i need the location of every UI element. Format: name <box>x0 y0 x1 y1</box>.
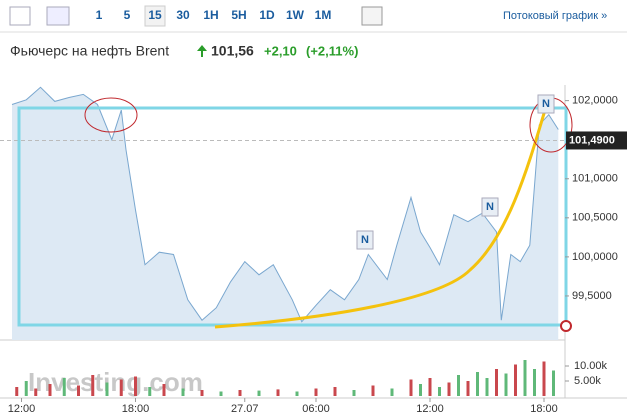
volume-bar <box>523 360 527 396</box>
plot <box>0 86 565 340</box>
selected-interval <box>144 5 166 27</box>
x-tick-label: 18:00 <box>122 403 150 415</box>
volume-bar <box>148 387 152 396</box>
interval-button[interactable]: 5 <box>124 8 131 22</box>
volume-bar <box>181 388 185 396</box>
news-marker <box>537 94 555 114</box>
volume-bar <box>91 375 95 396</box>
volume-bar <box>419 384 422 396</box>
x-tick-label: 12:00 <box>8 403 36 415</box>
volume-bar <box>552 370 555 396</box>
price-area <box>12 87 559 340</box>
y-tick-label: 100,5000 <box>572 212 618 224</box>
volume-bar <box>314 388 318 396</box>
volume-bar <box>428 378 432 396</box>
volume-bar <box>390 388 394 396</box>
volume-bar <box>257 390 261 396</box>
interval-button[interactable]: 1M <box>315 8 332 22</box>
volume-bar <box>119 379 123 396</box>
y-tick-label: 102,0000 <box>572 95 618 107</box>
volume-bar <box>77 385 80 396</box>
volume-bar <box>371 385 375 396</box>
change: +2,10 <box>264 43 297 58</box>
volume-bar <box>162 384 166 396</box>
volume-bar <box>295 391 299 396</box>
annotation-rect <box>17 106 568 327</box>
news-marker-label: N <box>361 234 369 246</box>
y-tick-label: 5.00k <box>574 375 601 387</box>
watermark: Investing.com <box>28 367 203 397</box>
price: 101,56 <box>211 43 254 59</box>
volume-bar <box>24 381 28 396</box>
volume-bar <box>542 361 546 396</box>
news-marker-label: N <box>486 201 494 213</box>
volume-bar <box>48 384 52 396</box>
volume-bar <box>533 369 536 396</box>
news-marker <box>356 230 374 250</box>
last-value-box <box>566 131 627 150</box>
y-tick-label: 100,0000 <box>572 251 618 263</box>
area-icon[interactable] <box>46 6 70 26</box>
circle-annotation <box>560 320 572 332</box>
interval-button[interactable]: 30 <box>176 8 190 22</box>
instrument-name: Фьючерс на нефть Brent <box>10 43 169 59</box>
candle-icon[interactable] <box>9 6 31 26</box>
volume-bar <box>485 378 489 396</box>
up-arrow <box>197 45 207 57</box>
volume-bar <box>476 372 479 396</box>
volume-bar <box>457 375 460 396</box>
volume-bar <box>200 390 204 396</box>
y-tick-label: 101,0000 <box>572 173 618 185</box>
volume-bar <box>105 382 109 396</box>
volume-bar <box>276 389 280 396</box>
x-tick-label: 12:00 <box>416 403 444 415</box>
last-value-label: 101,4900 <box>569 134 615 146</box>
volume-bar <box>34 388 38 396</box>
settings-icon[interactable] <box>361 6 383 26</box>
x-tick-label: 27.07 <box>231 403 259 415</box>
x-tick-label: 18:00 <box>530 403 558 415</box>
volume-bar <box>438 387 441 396</box>
volume-bar <box>504 373 508 396</box>
news-marker-label: N <box>542 98 550 110</box>
interval-button[interactable]: 1W <box>286 8 305 22</box>
volume-bar <box>15 387 19 396</box>
volume-bar <box>495 369 498 396</box>
volume-bar <box>134 376 137 396</box>
change-pct: (+2,11%) <box>306 43 358 58</box>
stream-link[interactable]: Потоковый график » <box>503 10 607 22</box>
volume-bar <box>409 379 413 396</box>
volume-bar <box>447 382 451 396</box>
interval-button[interactable]: 1D <box>259 8 275 22</box>
volume-bar <box>333 387 337 396</box>
volume-bar <box>62 378 66 396</box>
volume-bar <box>514 364 517 396</box>
interval-button[interactable]: 5H <box>231 8 246 22</box>
circle-annotation <box>84 97 138 133</box>
interval-button[interactable]: 15 <box>148 8 162 22</box>
volume-bar <box>466 381 470 396</box>
volume-bar <box>238 390 242 396</box>
volume-bar <box>352 390 356 396</box>
x-tick-label: 06:00 <box>302 403 330 415</box>
trend-curve <box>214 99 550 329</box>
interval-button[interactable]: 1H <box>203 8 218 22</box>
y-tick-label: 99,5000 <box>572 290 612 302</box>
y-tick-label: 10.00k <box>574 360 608 372</box>
volume-bar <box>219 391 223 396</box>
toolbar-icons <box>9 6 383 26</box>
price-line <box>11 86 559 323</box>
interval-button[interactable]: 1 <box>96 8 103 22</box>
news-marker <box>481 197 499 217</box>
